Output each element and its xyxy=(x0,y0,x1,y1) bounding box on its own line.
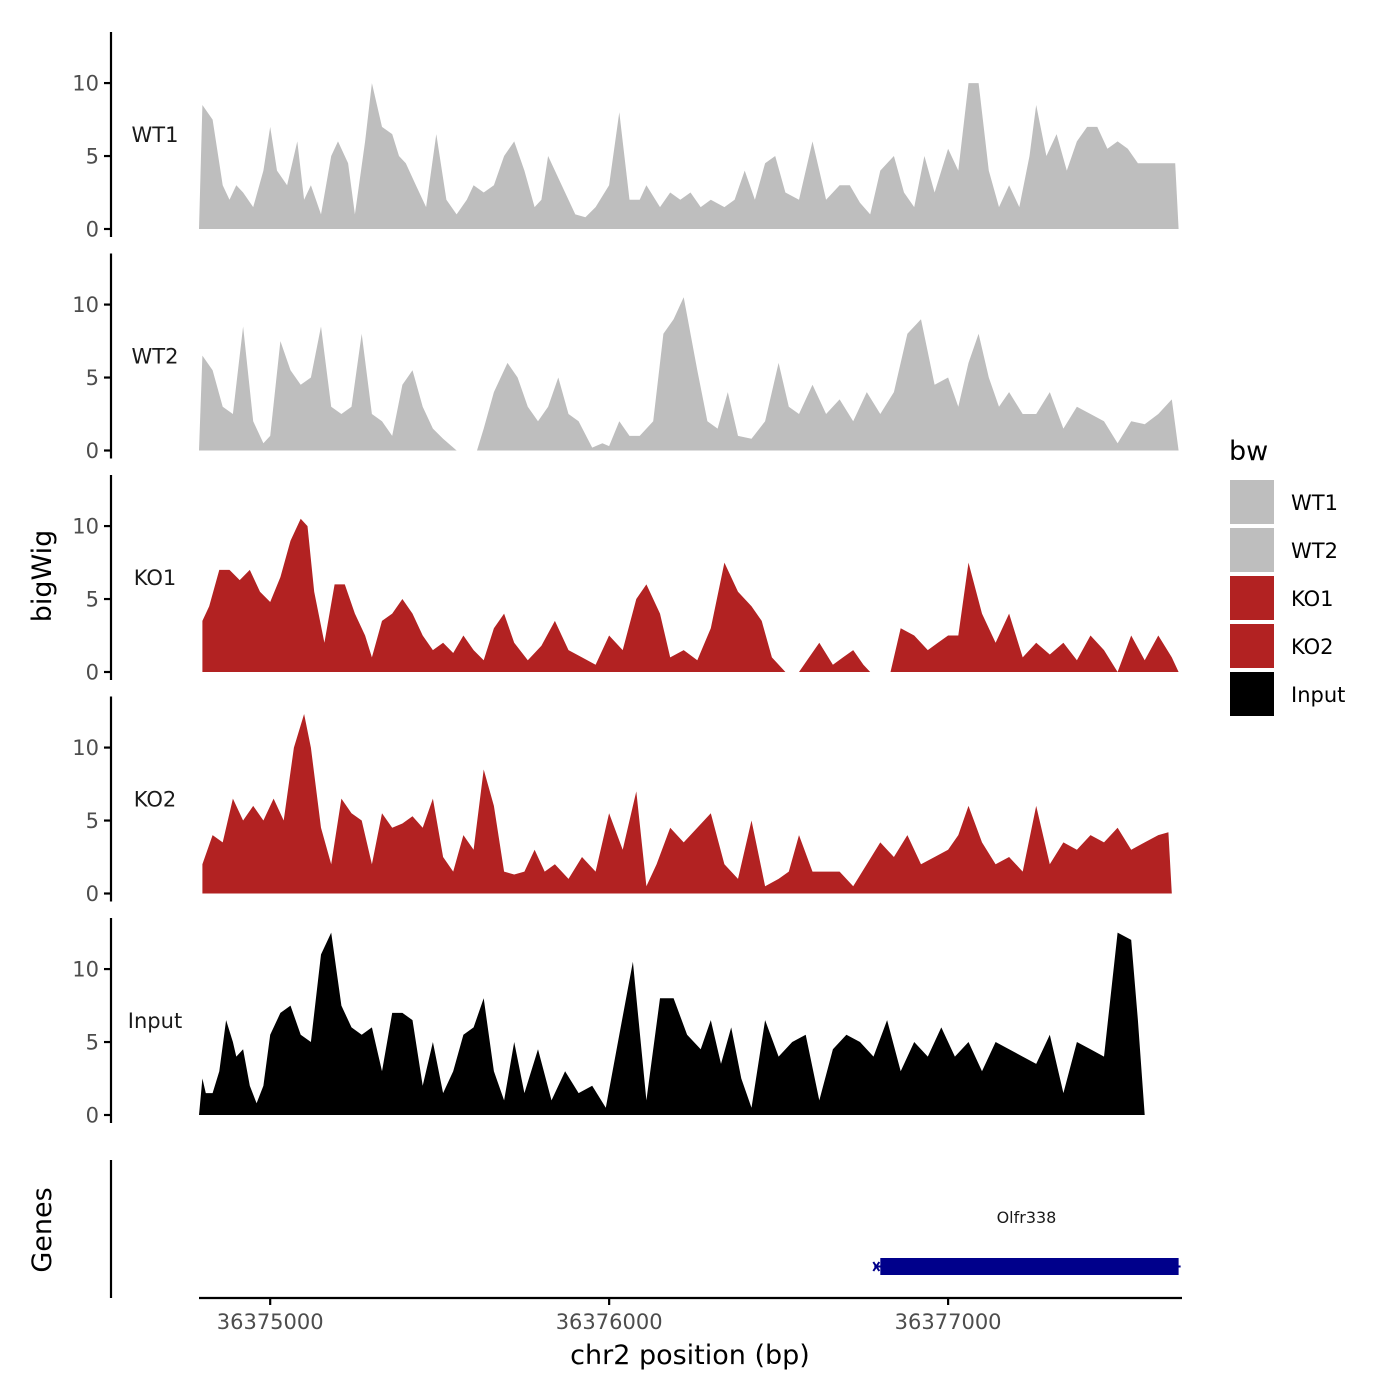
coverage-area-ko1 xyxy=(202,518,1179,672)
track-input: 0 5 10 Input xyxy=(72,918,1182,1128)
legend-label: Input xyxy=(1291,683,1345,707)
gene-label: Olfr338 xyxy=(997,1208,1057,1227)
track-wt2: 0 5 10 WT2 xyxy=(72,253,1179,463)
legend-entries: WT1 WT2 KO1 KO2 Input xyxy=(1230,480,1345,716)
track-wt1: 0 5 10 WT1 xyxy=(72,32,1179,242)
gene-strand-marker-icon xyxy=(872,1261,881,1272)
coverage-area-ko2 xyxy=(202,714,1172,894)
y-tick-label: 10 xyxy=(72,736,99,760)
tracks-group: 0 5 10 WT1 0 5 10 WT2 0 5 10 KO1 0 5 10 KO2 0 5 10 Input xyxy=(72,32,1182,1128)
track-label: WT1 xyxy=(132,123,179,147)
track-label: Input xyxy=(128,1009,182,1033)
y-tick-label: 0 xyxy=(86,882,99,906)
y-tick-label: 0 xyxy=(86,1104,99,1128)
legend-label: KO2 xyxy=(1291,635,1334,659)
legend-key-wt2 xyxy=(1230,528,1274,572)
x-axis: 36375000 36376000 36377000 chr2 position (… xyxy=(199,1296,1182,1371)
legend-label: WT1 xyxy=(1291,491,1338,515)
track-label: KO2 xyxy=(134,788,177,812)
x-ticks: 36375000 36376000 36377000 xyxy=(217,1298,1002,1334)
y-tick-label: 5 xyxy=(86,588,99,612)
genes-axis-title: Genes xyxy=(27,1187,58,1272)
legend-title: bw xyxy=(1229,436,1268,467)
coverage-area-wt1 xyxy=(199,83,1179,229)
y-tick-label: 5 xyxy=(86,145,99,169)
x-tick-label: 36376000 xyxy=(556,1310,663,1334)
track-label: KO1 xyxy=(134,566,177,590)
x-axis-title: chr2 position (bp) xyxy=(570,1340,810,1371)
x-tick-label: 36375000 xyxy=(217,1310,324,1334)
y-tick-label: 10 xyxy=(72,515,99,539)
track-label: WT2 xyxy=(132,345,179,369)
legend-label: KO1 xyxy=(1291,587,1334,611)
legend-key-wt1 xyxy=(1230,480,1274,524)
legend-key-ko2 xyxy=(1230,624,1274,668)
legend: bw WT1 WT2 KO1 KO2 Input xyxy=(1229,436,1345,716)
y-tick-label: 10 xyxy=(72,72,99,96)
legend-key-input xyxy=(1230,672,1274,716)
y-tick-label: 10 xyxy=(72,293,99,317)
genes-panel: Olfr338 Genes xyxy=(27,1160,1181,1298)
y-tick-label: 10 xyxy=(72,958,99,982)
y-tick-label: 0 xyxy=(86,439,99,463)
legend-label: WT2 xyxy=(1291,539,1338,563)
legend-key-ko1 xyxy=(1230,576,1274,620)
y-axis-title: bigWig xyxy=(27,530,58,623)
y-tick-label: 5 xyxy=(86,1031,99,1055)
x-tick-label: 36377000 xyxy=(895,1310,1002,1334)
coverage-area-input xyxy=(199,932,1182,1115)
track-ko1: 0 5 10 KO1 xyxy=(72,475,1179,685)
y-tick-label: 5 xyxy=(86,809,99,833)
gene-marks: Olfr338 xyxy=(872,1208,1181,1275)
y-tick-label: 0 xyxy=(86,218,99,242)
coverage-area-wt2 xyxy=(199,297,1179,451)
y-tick-label: 0 xyxy=(86,661,99,685)
y-tick-label: 5 xyxy=(86,366,99,390)
track-ko2: 0 5 10 KO2 xyxy=(72,696,1172,906)
